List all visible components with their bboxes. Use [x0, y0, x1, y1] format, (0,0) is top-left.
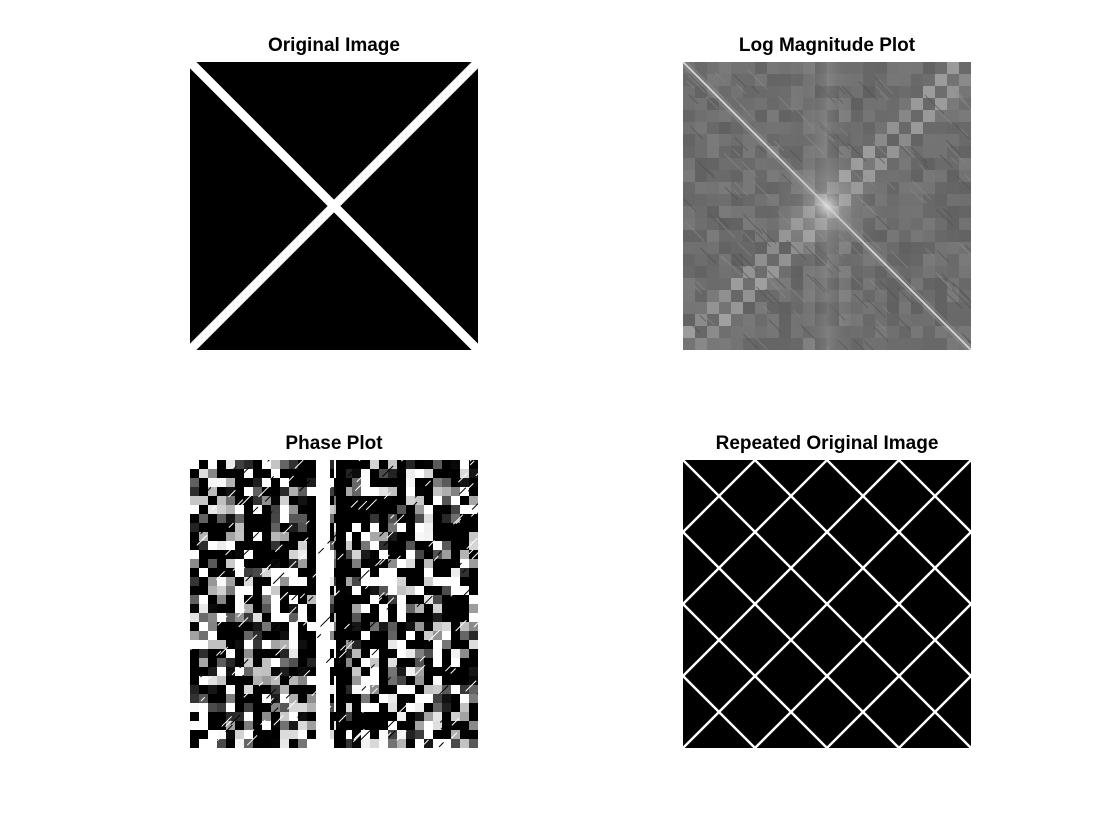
log-magnitude-canvas — [683, 62, 971, 350]
phase-plot-image — [190, 460, 478, 748]
subplot-title: Original Image — [268, 35, 400, 56]
repeated-image-canvas — [683, 460, 971, 748]
log-magnitude-image — [683, 62, 971, 350]
repeated-image — [683, 460, 971, 748]
original-image-canvas — [190, 62, 478, 350]
phase-plot-canvas — [190, 460, 478, 748]
subplot-title: Repeated Original Image — [715, 433, 939, 454]
subplot-title: Phase Plot — [285, 433, 383, 454]
subplot-title: Log Magnitude Plot — [738, 35, 916, 56]
original-image — [190, 62, 478, 350]
